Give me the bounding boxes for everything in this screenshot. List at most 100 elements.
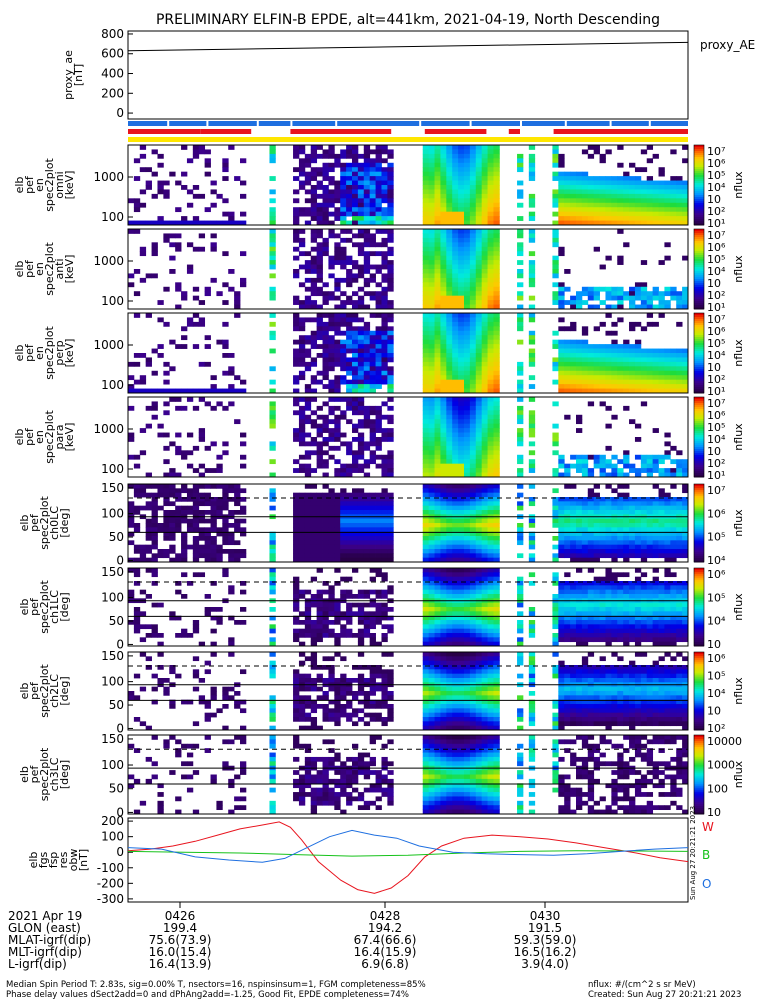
spectrogram-cell (440, 335, 446, 340)
spectrogram-cell (140, 484, 146, 489)
spectrogram-cell (446, 611, 452, 616)
spectrogram-cell (423, 300, 429, 305)
spectrogram-cell (670, 380, 676, 385)
spectrogram-cell (269, 256, 275, 261)
spectrogram-cell (440, 415, 446, 420)
spectrogram-cell (334, 506, 340, 511)
spectrogram-cell (517, 154, 523, 159)
spectrogram-cell (317, 611, 323, 616)
spectrogram-cell (328, 296, 334, 301)
spectrogram-cell (193, 540, 199, 545)
spectrogram-cell (440, 484, 446, 489)
spectrogram-cell (564, 207, 570, 212)
spectrogram-cell (376, 545, 382, 550)
spectrogram-cell (323, 611, 329, 616)
spectrogram-cell (582, 172, 588, 177)
spectrogram-cell (476, 577, 482, 582)
spectrogram-cell (623, 527, 629, 532)
spectrogram-cell (328, 326, 334, 331)
spectrogram-cell (576, 506, 582, 511)
spectrogram-cell (476, 464, 482, 469)
spectrogram-cell (346, 154, 352, 159)
spectrogram-cell (470, 362, 476, 367)
spectrogram-cell (193, 406, 199, 411)
spectrogram-cell (517, 484, 523, 489)
spectrogram-cell (664, 198, 670, 203)
spectrogram-cell (346, 590, 352, 595)
spectrogram-cell (387, 455, 393, 460)
spectrogram-cell (423, 317, 429, 322)
spectrogram-cell (140, 637, 146, 642)
spectrogram-cell (352, 501, 358, 506)
spectrogram-cell (493, 189, 499, 194)
spectrogram-cell (564, 415, 570, 420)
spectrogram-cell (682, 459, 688, 464)
spectrogram-cell (352, 145, 358, 150)
spectrogram-cell (529, 441, 535, 446)
spectrogram-cell (311, 278, 317, 283)
spectrogram-cell (423, 519, 429, 524)
spectrogram-cell (576, 340, 582, 345)
spectrogram-cell (435, 203, 441, 208)
spectrogram-cell (558, 300, 564, 305)
spectrogram-cell (346, 362, 352, 367)
spectrogram-cell (558, 501, 564, 506)
spectrogram-cell (211, 233, 217, 238)
spectrogram-cell (323, 344, 329, 349)
spectrogram-cell (381, 167, 387, 172)
spectrogram-cell (328, 419, 334, 424)
spectrogram-cell (216, 291, 222, 296)
spectrogram-cell (582, 553, 588, 558)
spectrogram-cell (269, 415, 275, 420)
spectrogram-cell (435, 176, 441, 181)
spectrogram-cell (435, 296, 441, 301)
spectrogram-cell (205, 401, 211, 406)
spectrogram-cell (664, 501, 670, 506)
spectrogram-cell (317, 203, 323, 208)
spectrogram-cell (482, 536, 488, 541)
spectrogram-cell (358, 251, 364, 256)
spectrogram-cell (323, 176, 329, 181)
spectrogram-cell (623, 349, 629, 354)
spectrogram-cell (470, 344, 476, 349)
spectrogram-cell (682, 371, 688, 376)
spectrogram-cell (582, 344, 588, 349)
spectrogram-cell (493, 406, 499, 411)
spectrogram-cell (470, 488, 476, 493)
spectrogram-cell (682, 468, 688, 473)
spectrogram-cell (605, 371, 611, 376)
spectrogram-cell (446, 441, 452, 446)
spectrogram-cell (552, 269, 558, 274)
spectrogram-cell (452, 371, 458, 376)
spectrogram-cell (617, 216, 623, 221)
spectrogram-cell (370, 242, 376, 247)
spectrogram-cell (440, 216, 446, 221)
spectrogram-cell (659, 488, 665, 493)
spectrogram-cell (381, 357, 387, 362)
spectrogram-cell (429, 172, 435, 177)
spectrogram-cell (629, 163, 635, 168)
spectrogram-cell (440, 349, 446, 354)
spectrogram-cell (193, 322, 199, 327)
spectrogram-cell (464, 572, 470, 577)
spectrogram-cell (670, 484, 676, 489)
spectrogram-cell (269, 260, 275, 265)
spectrogram-cell (381, 278, 387, 283)
spectrogram-cell (317, 371, 323, 376)
spectrogram-cell (423, 357, 429, 362)
spectrogram-cell (488, 181, 494, 186)
spectrogram-cell (323, 527, 329, 532)
spectrogram-cell (222, 282, 228, 287)
spectrogram-cell (381, 172, 387, 177)
spectrogram-cell (517, 410, 523, 415)
spectrogram-cell (358, 397, 364, 402)
spectrogram-cell (576, 344, 582, 349)
spectrogram-cell (193, 506, 199, 511)
spectrogram-cell (570, 326, 576, 331)
spectrogram-cell (464, 633, 470, 638)
spectrogram-cell (435, 428, 441, 433)
spectrogram-cell (435, 335, 441, 340)
spectrogram-cell (370, 441, 376, 446)
spectrogram-cell (476, 233, 482, 238)
spectrogram-cell (464, 519, 470, 524)
